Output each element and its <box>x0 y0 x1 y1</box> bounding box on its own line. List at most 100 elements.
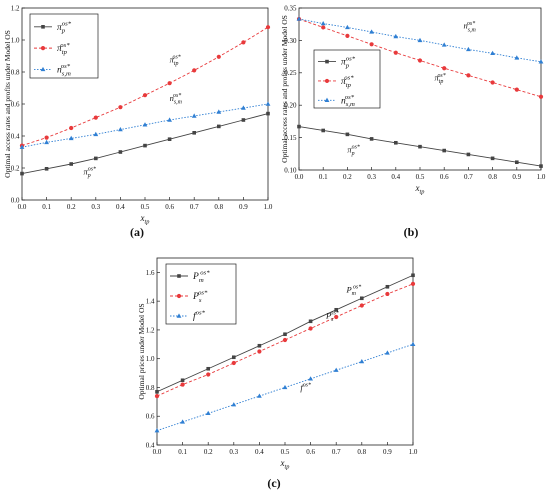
data-point <box>142 122 148 127</box>
data-point <box>205 410 211 416</box>
data-point <box>232 355 236 360</box>
legend-marker <box>324 78 330 84</box>
legend-box <box>165 263 237 325</box>
legend-box <box>29 13 99 79</box>
series-2 <box>19 25 271 148</box>
y-tick-label: 0.0 <box>11 196 20 204</box>
curve-annotation: πpos* <box>84 166 97 179</box>
x-tick-label: 0.6 <box>306 448 315 456</box>
data-point <box>410 341 416 347</box>
data-point <box>192 131 196 135</box>
chart-panel-1: 0.0 0.1 0.2 0.3 0.4 0.5 0.6 0.7 0.8 0.9 1.0 0.0 0.2 0… <box>3 4 273 239</box>
data-point <box>180 378 185 383</box>
data-point <box>539 164 543 168</box>
y-tick-label: 0.8 <box>146 384 155 392</box>
y-tick-label: 1.0 <box>146 355 155 363</box>
x-tick-label: 0.0 <box>153 448 162 456</box>
panel-label: (a) <box>130 225 144 239</box>
data-point <box>417 37 423 43</box>
data-point <box>320 20 326 26</box>
x-axis-label: xtp <box>415 183 425 196</box>
data-point <box>360 296 364 301</box>
panel-label: (b) <box>404 225 419 239</box>
x-tick-label: 0.4 <box>116 203 125 211</box>
data-point <box>241 118 246 122</box>
x-tick-label: 0.0 <box>18 203 27 211</box>
data-point <box>385 350 390 355</box>
curve-annotation: πtpos* <box>170 54 181 67</box>
y-tick-label: 0.2 <box>11 164 20 172</box>
data-point <box>514 55 520 60</box>
y-tick-label: 0.30 <box>284 37 297 45</box>
x-tick-label: 0.3 <box>367 173 376 181</box>
data-point <box>466 152 471 157</box>
data-point <box>359 358 365 364</box>
data-point <box>69 162 73 166</box>
data-point <box>44 135 49 140</box>
data-point <box>283 332 287 337</box>
legend-label: Pmos* <box>192 270 210 284</box>
legend: πpos* πtpos* ns,mos* <box>29 13 99 79</box>
y-tick-label: 0.6 <box>146 413 155 421</box>
y-tick-label: 0.4 <box>11 132 20 140</box>
y-tick-label: 0.10 <box>284 166 297 174</box>
data-point <box>231 360 236 366</box>
data-point <box>466 73 471 78</box>
series-3 <box>19 101 271 149</box>
data-point <box>257 393 262 398</box>
data-point <box>345 24 350 30</box>
data-point <box>345 132 350 137</box>
data-point <box>143 143 147 148</box>
curve-annotation: πtpos* <box>435 73 446 86</box>
data-point <box>154 428 160 433</box>
data-point <box>282 337 288 343</box>
panel-label: (c) <box>267 476 280 490</box>
x-tick-label: 0.8 <box>488 173 497 181</box>
data-point <box>216 54 221 59</box>
y-tick-label: 0.20 <box>284 102 297 110</box>
data-point <box>257 343 262 348</box>
data-point <box>394 140 398 145</box>
curve-annotation: ns,mos* <box>170 93 182 106</box>
y-tick-label: 0.6 <box>11 100 20 108</box>
data-point <box>345 33 350 38</box>
data-point <box>19 144 25 149</box>
x-tick-label: 0.0 <box>295 173 304 181</box>
data-point <box>206 372 211 377</box>
x-tick-label: 0.1 <box>42 203 51 211</box>
data-point <box>308 319 313 324</box>
data-point <box>321 128 325 133</box>
x-axis-label: xtp <box>280 458 290 471</box>
data-point <box>93 131 99 137</box>
legend-label: πtpos* <box>57 42 70 56</box>
x-tick-label: 0.6 <box>440 173 449 181</box>
series-2 <box>154 281 416 399</box>
data-point <box>334 307 338 312</box>
data-point <box>369 137 374 141</box>
x-tick-label: 0.4 <box>255 448 264 456</box>
x-tick-label: 0.7 <box>332 448 341 456</box>
y-axis-label: Optimal prices under Model OS <box>137 303 146 399</box>
data-point <box>418 144 422 149</box>
y-axis-label: Optimal access rates and profits under M… <box>280 15 289 163</box>
series-3 <box>296 16 544 64</box>
data-point <box>257 349 262 354</box>
y-tick-label: 0.4 <box>146 441 155 449</box>
data-point <box>334 314 339 320</box>
data-point <box>538 94 544 99</box>
data-point <box>308 326 313 331</box>
x-tick-label: 1.0 <box>409 448 418 456</box>
data-point <box>216 109 222 114</box>
data-point <box>296 16 302 21</box>
y-tick-label: 1.0 <box>11 36 20 44</box>
legend-marker <box>177 274 181 278</box>
x-tick-label: 0.6 <box>165 203 174 211</box>
data-point <box>118 150 123 154</box>
x-tick-label: 0.2 <box>343 173 352 181</box>
data-point <box>155 389 159 394</box>
data-point <box>191 113 197 118</box>
data-point <box>93 115 98 120</box>
data-point <box>44 167 49 171</box>
data-point <box>385 284 390 289</box>
data-point <box>180 382 185 387</box>
